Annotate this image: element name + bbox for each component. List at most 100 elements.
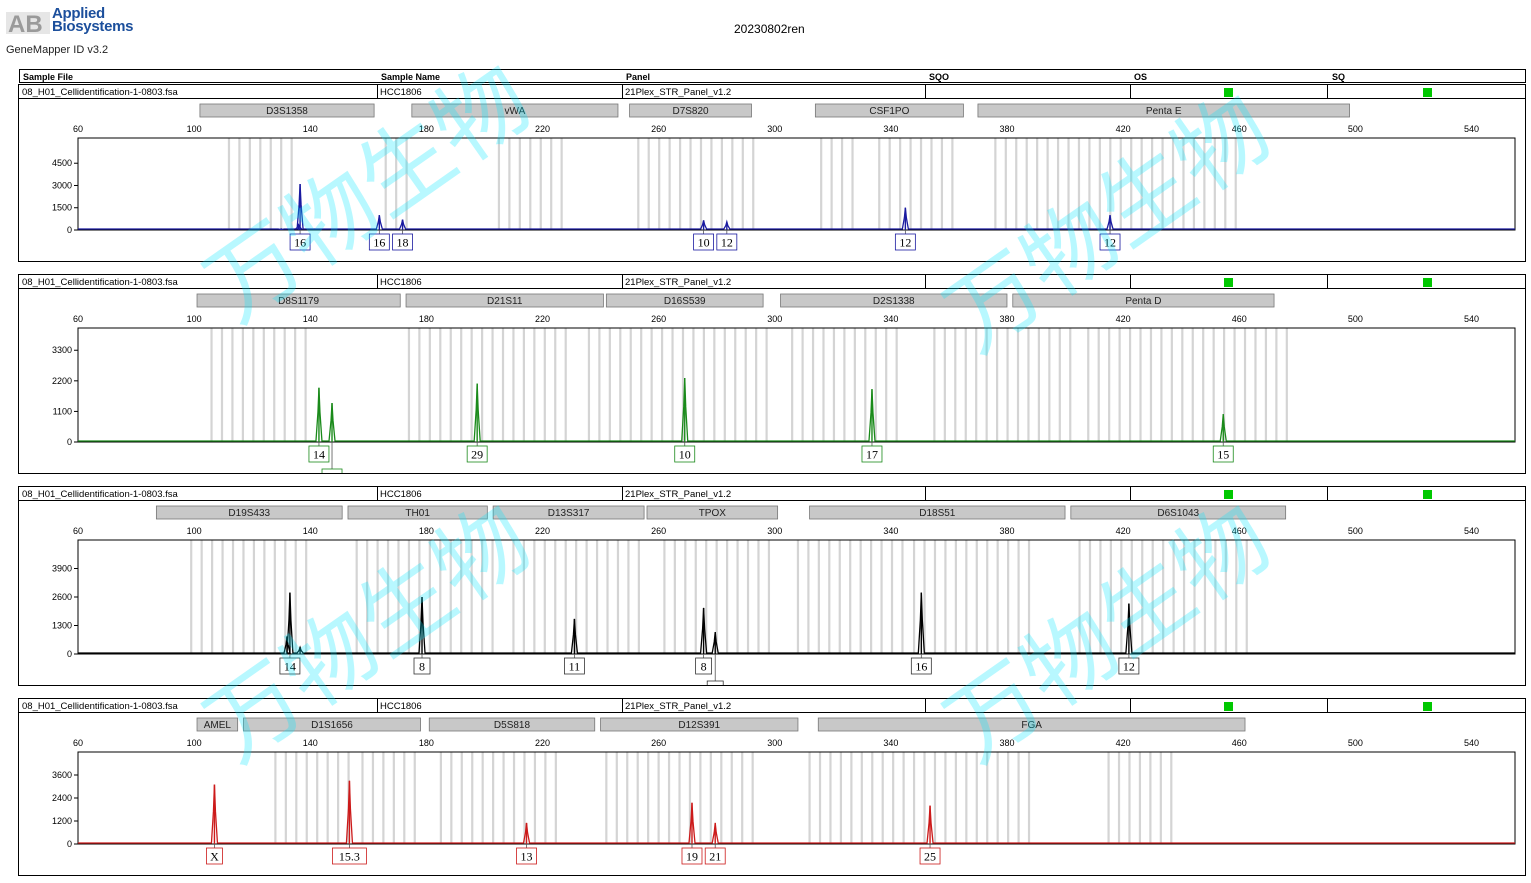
x-tick-label: 180 <box>419 526 434 536</box>
marker-bar <box>428 717 596 732</box>
y-tick-label: 0 <box>67 649 72 659</box>
sq-quality-indicator <box>1423 88 1432 97</box>
x-tick-label: 300 <box>767 738 782 748</box>
allele-call-label: 14 <box>313 448 325 462</box>
column-divider <box>1130 487 1131 500</box>
column-divider <box>1130 275 1131 288</box>
marker-label: vWA <box>505 106 526 117</box>
y-tick-label: 3000 <box>52 180 72 190</box>
x-tick-label: 500 <box>1348 526 1363 536</box>
allele-call-label: 15.3 <box>339 850 360 864</box>
panel-name: 21Plex_STR_Panel_v1.2 <box>625 489 732 500</box>
marker-bar <box>196 293 401 308</box>
x-tick-label: 420 <box>1116 314 1131 324</box>
x-tick-label: 140 <box>303 124 318 134</box>
svg-text:AB: AB <box>8 11 43 36</box>
allele-call-label: 15 <box>1217 448 1229 462</box>
x-tick-label: 460 <box>1232 738 1247 748</box>
allele-call-label: 15 <box>326 471 338 474</box>
allele-call-label: 16 <box>915 660 927 674</box>
brand-line-1: Applied <box>52 5 105 22</box>
x-tick-label: 300 <box>767 124 782 134</box>
y-tick-label: 1100 <box>53 406 72 416</box>
col-panel: Panel <box>626 72 651 82</box>
allele-call-label: 10 <box>698 236 710 250</box>
sample-file: 08_H01_Cellidentification-1-0803.fsa <box>22 701 178 712</box>
x-tick-label: 540 <box>1464 314 1479 324</box>
marker-bar <box>1070 505 1287 520</box>
marker-bar <box>780 293 1008 308</box>
x-tick-label: 60 <box>73 124 83 134</box>
column-divider <box>925 275 926 288</box>
y-tick-label: 3600 <box>52 770 72 780</box>
allele-call-label: 16 <box>294 236 306 250</box>
marker-bar <box>605 293 764 308</box>
column-divider <box>1327 699 1328 712</box>
allele-call-box <box>564 657 585 675</box>
marker-label: D8S1179 <box>278 296 319 307</box>
allele-call-label: 13 <box>521 850 533 864</box>
x-tick-label: 300 <box>767 314 782 324</box>
signal-trace <box>78 183 1515 231</box>
marker-label: Penta D <box>1125 296 1161 307</box>
y-tick-label: 1200 <box>52 816 72 826</box>
x-tick-label: 260 <box>651 738 666 748</box>
marker-label: D5S818 <box>494 720 531 731</box>
os-quality-indicator <box>1224 490 1233 499</box>
marker-bar <box>600 717 799 732</box>
marker-label: D18S51 <box>919 508 956 519</box>
run-title: 20230802ren <box>734 22 805 36</box>
column-divider <box>622 85 623 98</box>
allele-call-box <box>279 657 301 675</box>
allele-call-label: 12 <box>1123 660 1135 674</box>
electropherogram-black: 08_H01_Cellidentification-1-0803.fsa HCC1… <box>18 486 1526 686</box>
col-sample-file: Sample File <box>23 72 74 82</box>
allele-call-label: 14 <box>284 660 296 674</box>
allele-call-box <box>706 680 724 685</box>
x-tick-label: 340 <box>883 124 898 134</box>
marker-label: D21S11 <box>487 296 523 307</box>
marker-bar <box>817 717 1246 732</box>
applied-biosystems-logo: AB Applied Biosystems GeneMapper ID v3.2 <box>6 5 146 56</box>
allele-call-box <box>516 847 537 865</box>
allele-call-box <box>1118 657 1140 675</box>
allele-call-label: 12 <box>1104 236 1116 250</box>
x-tick-label: 220 <box>535 314 550 324</box>
column-divider <box>622 699 623 712</box>
marker-bar <box>977 103 1350 118</box>
allele-call-box <box>861 445 883 463</box>
os-quality-indicator <box>1224 702 1233 711</box>
allele-call-label: 16 <box>373 236 385 250</box>
allele-call-box <box>321 468 343 473</box>
sample-info-row: 08_H01_Cellidentification-1-0803.fsa HCC1… <box>19 85 1525 99</box>
x-tick-label: 140 <box>303 526 318 536</box>
x-tick-label: 260 <box>651 526 666 536</box>
plot-svg: D8S1179 D21S11 D16S539 D2S1338 Penta D60 100 1… <box>52 293 1516 474</box>
column-divider <box>377 699 378 712</box>
y-tick-label: 3900 <box>52 564 72 574</box>
marker-label: D19S433 <box>228 508 270 519</box>
x-tick-label: 60 <box>73 738 83 748</box>
sample-file: 08_H01_Cellidentification-1-0803.fsa <box>22 489 178 500</box>
sq-quality-indicator <box>1423 278 1432 287</box>
y-tick-label: 3300 <box>52 345 72 355</box>
marker-label: D7S820 <box>672 106 709 117</box>
x-tick-label: 100 <box>187 124 202 134</box>
x-tick-label: 180 <box>419 124 434 134</box>
signal-trace <box>78 780 1515 844</box>
column-divider <box>377 85 378 98</box>
x-tick-label: 60 <box>73 526 83 536</box>
sq-quality-indicator <box>1423 490 1432 499</box>
allele-call-box <box>392 233 413 251</box>
marker-bar <box>646 505 779 520</box>
electropherogram-blue: 08_H01_Cellidentification-1-0803.fsa HCC1… <box>18 84 1526 262</box>
x-tick-label: 260 <box>651 124 666 134</box>
signal-trace <box>78 378 1515 442</box>
x-tick-label: 340 <box>883 738 898 748</box>
column-divider <box>1327 85 1328 98</box>
allele-call-box <box>693 233 715 251</box>
column-divider <box>622 487 623 500</box>
y-tick-label: 4500 <box>52 158 72 168</box>
allele-call-label: 8 <box>701 660 707 674</box>
x-tick-label: 220 <box>535 738 550 748</box>
